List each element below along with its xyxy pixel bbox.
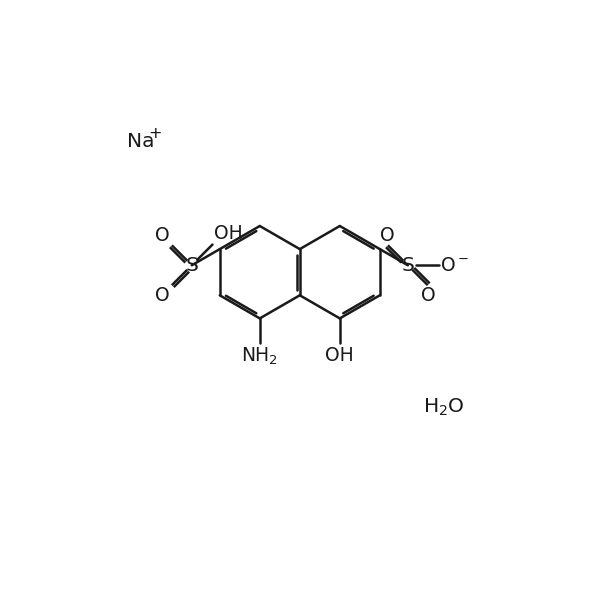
Text: O: O [155,286,170,305]
Text: +: + [148,126,161,141]
Text: NH$_2$: NH$_2$ [241,346,278,367]
Text: H$_2$O: H$_2$O [423,396,464,418]
Text: O$^-$: O$^-$ [440,256,469,275]
Text: S: S [401,256,414,275]
Text: OH: OH [325,346,354,365]
Text: O: O [155,226,170,245]
Text: OH: OH [214,224,243,243]
Text: O: O [380,226,395,245]
Text: Na: Na [127,132,154,151]
Text: O: O [421,286,436,305]
Text: S: S [185,256,198,275]
